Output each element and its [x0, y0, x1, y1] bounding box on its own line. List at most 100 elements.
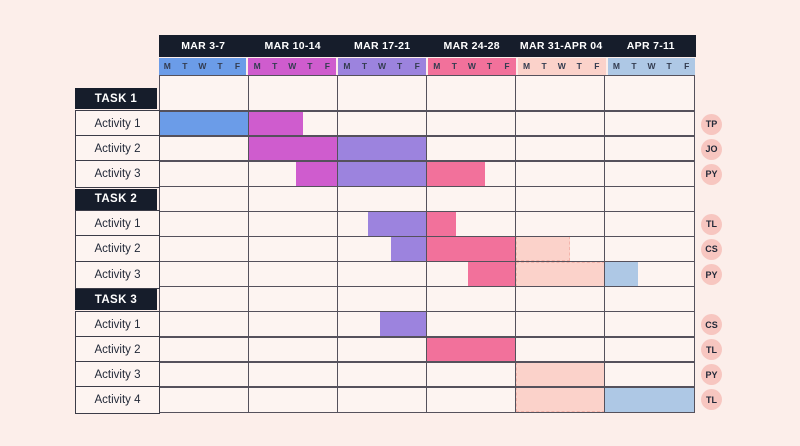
gantt-bar-magenta[interactable]	[248, 111, 303, 137]
activity-label-cell: Activity 2	[75, 335, 160, 364]
gantt-bar-peach[interactable]	[515, 236, 570, 262]
activity-label-cell: Activity 3	[75, 360, 160, 389]
task-row-label: TASK 1	[75, 88, 157, 109]
gantt-bar-pink[interactable]	[426, 211, 456, 237]
assignee-badge-label: PY	[705, 269, 718, 280]
day-letter: T	[217, 61, 223, 72]
gantt-bar-pink[interactable]	[468, 261, 516, 287]
day-letter: T	[307, 61, 313, 72]
activity-label: Activity 1	[94, 218, 141, 231]
task-label: TASK 2	[94, 193, 138, 206]
day-letter: T	[576, 61, 582, 72]
activity-label-cell: Activity 1	[75, 110, 160, 139]
day-letter: M	[612, 61, 620, 72]
activity-label: Activity 2	[94, 243, 141, 256]
assignee-badge-label: PY	[705, 169, 718, 180]
row-gridline	[159, 310, 694, 313]
activity-label: Activity 2	[94, 143, 141, 156]
activity-label: Activity 3	[94, 268, 141, 281]
activity-label-cell: Activity 3	[75, 260, 160, 289]
day-letter: T	[182, 61, 188, 72]
assignee-badge[interactable]: PY	[701, 163, 722, 185]
gantt-bar-lightblue[interactable]	[604, 386, 694, 412]
activity-label: Activity 1	[94, 318, 141, 331]
gantt-bar-purple[interactable]	[367, 211, 427, 237]
day-letter: M	[433, 61, 441, 72]
assignee-badge-label: TP	[705, 119, 718, 130]
assignee-badge-label: PY	[705, 369, 718, 380]
day-letter: T	[541, 61, 547, 72]
assignee-badge-label: TL	[706, 219, 717, 230]
assignee-badge-label: TL	[706, 394, 717, 405]
activity-label: Activity 2	[94, 343, 141, 356]
day-letter: F	[684, 61, 690, 72]
task-row-label: TASK 2	[75, 188, 157, 210]
day-letter: W	[378, 61, 387, 72]
assignee-badge[interactable]: PY	[701, 264, 722, 286]
assignee-badge-label: CS	[705, 319, 718, 330]
assignee-badge-label: JO	[705, 144, 718, 155]
day-letter: M	[253, 61, 261, 72]
day-letter: F	[324, 61, 330, 72]
gantt-bar-lightblue[interactable]	[604, 261, 639, 287]
assignee-badge[interactable]: TL	[701, 213, 722, 235]
day-letter: T	[397, 61, 403, 72]
day-letter: T	[361, 61, 368, 72]
task-label: TASK 1	[94, 92, 138, 105]
gantt-bar-purple[interactable]	[337, 136, 427, 162]
day-letter: T	[486, 61, 493, 72]
day-letter: W	[557, 61, 566, 72]
gantt-bar-blue[interactable]	[159, 111, 249, 137]
assignee-badge-label: TL	[706, 344, 717, 355]
day-letter: T	[272, 61, 278, 72]
week-header-cell: MAR 10-14	[264, 40, 321, 52]
day-letter: F	[594, 61, 600, 72]
day-letter: W	[467, 61, 476, 72]
gantt-bar-magenta[interactable]	[248, 136, 338, 162]
activity-label: Activity 3	[94, 168, 141, 181]
day-letter: W	[647, 61, 656, 72]
gantt-bar-pink[interactable]	[426, 161, 486, 187]
day-letter: T	[666, 61, 672, 72]
gantt-bar-purple[interactable]	[390, 236, 427, 262]
assignee-badge[interactable]: CS	[701, 314, 722, 336]
gantt-bar-pink[interactable]	[426, 336, 516, 362]
activity-label-cell: Activity 2	[75, 235, 160, 264]
gantt-bar-pink[interactable]	[426, 236, 516, 262]
week-header-cell: MAR 24-28	[443, 40, 500, 52]
activity-label: Activity 1	[94, 118, 141, 131]
activity-label-cell: Activity 1	[75, 310, 160, 339]
day-letter: M	[523, 61, 531, 72]
day-letter: F	[504, 61, 510, 72]
assignee-badge[interactable]: TL	[701, 339, 722, 361]
activity-label-cell: Activity 4	[75, 385, 160, 414]
gantt-bar-peach[interactable]	[515, 386, 605, 412]
assignee-badge[interactable]: PY	[701, 364, 722, 386]
day-letter: F	[234, 61, 241, 72]
day-letter: M	[343, 61, 351, 72]
assignee-badge[interactable]: CS	[701, 238, 722, 260]
gantt-bar-purple[interactable]	[380, 311, 427, 337]
day-letter: W	[198, 61, 207, 72]
week-header-cell: MAR 17-21	[354, 40, 411, 52]
assignee-badge[interactable]: TP	[701, 113, 722, 135]
gantt-bar-magenta[interactable]	[295, 161, 338, 187]
gantt-grid	[158, 74, 695, 413]
day-letter: M	[163, 61, 171, 72]
assignee-badge[interactable]: TL	[701, 389, 722, 411]
activity-label-cell: Activity 2	[75, 135, 160, 164]
gantt-bar-purple[interactable]	[337, 161, 427, 187]
day-letter: T	[451, 61, 457, 72]
assignee-badge[interactable]: JO	[701, 138, 722, 160]
week-header-cell: MAR 3-7	[181, 40, 226, 52]
gantt-bar-peach[interactable]	[515, 361, 605, 387]
week-header-cell: MAR 31-APR 04	[519, 40, 603, 52]
gantt-bar-peach[interactable]	[515, 261, 605, 287]
